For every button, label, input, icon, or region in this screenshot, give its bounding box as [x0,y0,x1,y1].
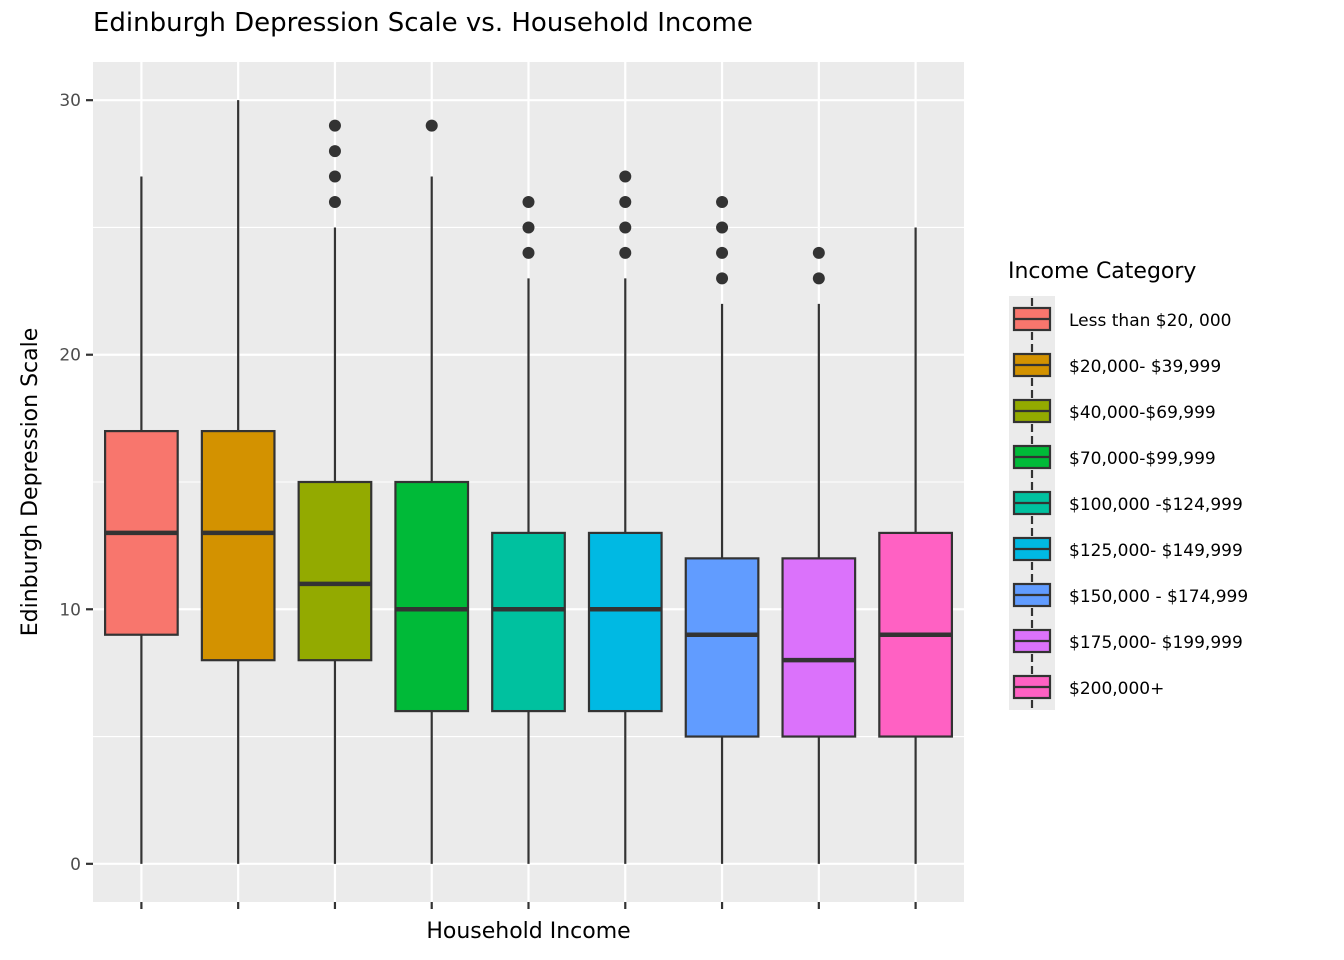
legend-item: $175,000- $199,999 [1009,618,1243,664]
outlier-point [619,221,632,234]
legend-item: $70,000-$99,999 [1009,434,1216,480]
outlier-point [425,119,438,132]
box-group [491,196,566,864]
box-group [781,246,857,864]
legend-title: Income Category [1008,259,1196,284]
box-group [297,119,373,864]
legend-label: $70,000-$99,999 [1069,449,1216,469]
legend-item: Less than $20, 000 [1009,296,1232,342]
box-group [684,196,760,864]
y-tick-label: 10 [59,600,81,620]
outlier-point [716,221,729,234]
outlier-point [716,196,729,208]
legend-item: $150,000 - $174,999 [1009,572,1248,618]
box [394,480,470,713]
legend-label: $40,000-$69,999 [1069,403,1216,423]
outlier-point [328,145,341,158]
box [781,557,857,738]
legend-item: $40,000-$69,999 [1009,388,1216,434]
outlier-point [619,196,632,208]
legend-item: $125,000- $149,999 [1009,526,1243,572]
y-tick-label: 0 [70,855,81,875]
y-axis-title: Edinburgh Depression Scale [18,328,43,637]
outlier-point [522,196,535,208]
legend-label: $150,000 - $174,999 [1069,587,1248,607]
axes: 0 10 20 30 [59,91,917,909]
outlier-point [328,196,341,208]
y-tick-label: 30 [59,91,81,111]
box [200,429,276,662]
legend-label: $175,000- $199,999 [1069,633,1243,653]
box [491,531,566,713]
box [587,531,663,713]
legend-label: Less than $20, 000 [1069,311,1232,331]
box-group [200,100,276,864]
outlier-point [328,170,341,183]
legend-label: $200,000+ [1069,679,1164,699]
legend-label: $125,000- $149,999 [1069,541,1243,561]
outlier-point [716,272,729,285]
legend-label: $20,000- $39,999 [1069,357,1221,377]
y-tick-label: 20 [59,346,81,366]
box-group [587,170,663,864]
chart-title: Edinburgh Depression Scale vs. Household… [93,8,753,38]
legend-item: $100,000 -$124,999 [1009,480,1243,526]
x-axis-title: Household Income [426,919,630,944]
outlier-point [328,119,341,132]
outlier-point [812,272,825,285]
legend-label: $100,000 -$124,999 [1069,495,1243,515]
boxes [103,100,954,864]
box-group [103,176,179,864]
outlier-point [619,170,632,183]
outlier-point [716,246,729,259]
outlier-point [619,246,632,259]
outlier-point [522,246,535,259]
outlier-point [522,221,535,234]
box [297,480,373,662]
legend-item: $20,000- $39,999 [1009,342,1221,388]
box-group [878,227,954,864]
legend-item: $200,000+ [1009,664,1164,710]
outlier-point [812,246,825,259]
box-group [394,119,470,864]
legend: Less than $20, 000 $20,000- $39,999 $40,00… [1009,296,1248,710]
box [684,557,760,738]
